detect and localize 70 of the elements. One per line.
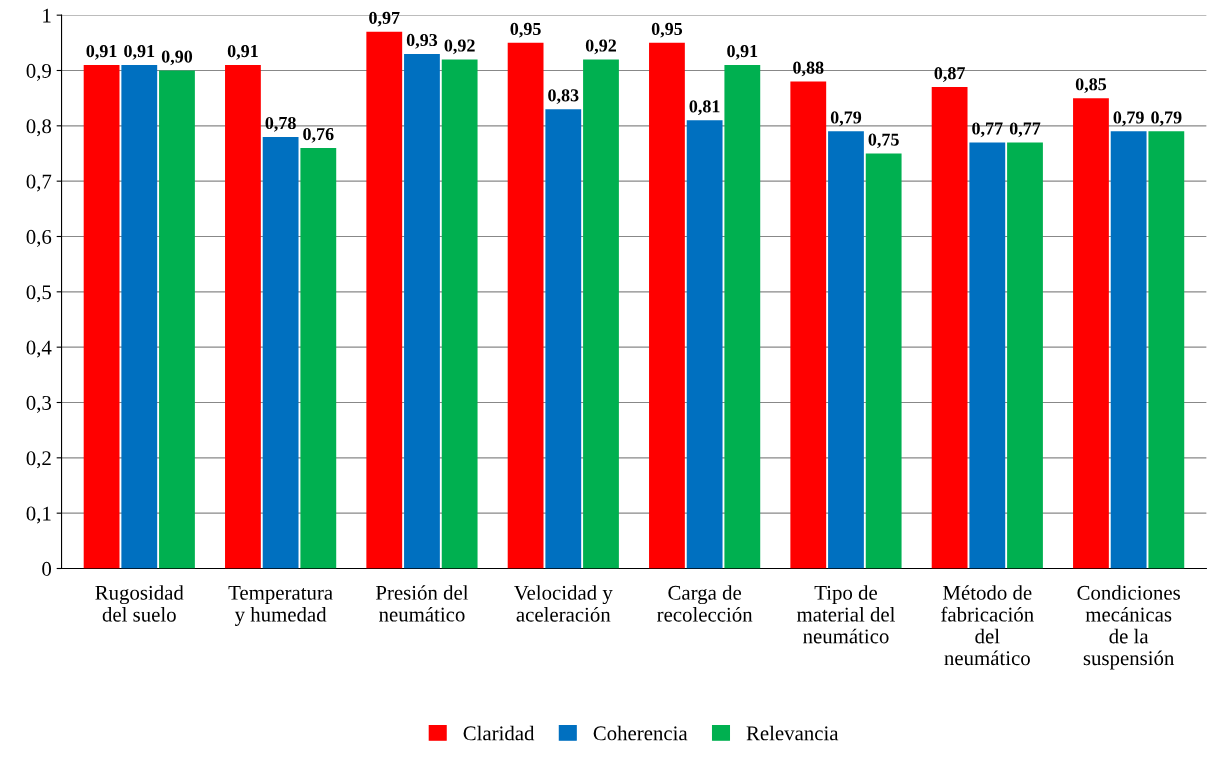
data-label: 0,88 <box>793 61 824 77</box>
bar <box>724 64 761 569</box>
data-label: 0,81 <box>689 100 720 116</box>
bar <box>1073 98 1109 569</box>
bar <box>1110 131 1147 569</box>
bar <box>969 142 1006 569</box>
bar <box>1148 131 1185 569</box>
bar <box>441 59 478 569</box>
legend-label: Coherencia <box>593 725 688 741</box>
data-label: 0,91 <box>86 44 117 60</box>
y-tick-label: 1 <box>43 8 51 23</box>
x-tick-label: Velocidad y aceleración <box>514 585 613 622</box>
bar <box>262 136 299 569</box>
y-tick-label: 0,4 <box>26 340 52 358</box>
bar <box>828 131 864 569</box>
x-tick-label: Condiciones mecánicas de la suspensión <box>1077 585 1180 670</box>
data-label: 0,78 <box>265 116 296 132</box>
bar <box>865 153 902 569</box>
data-label: 0,85 <box>1075 78 1107 93</box>
y-tick-label: 0,1 <box>26 506 51 524</box>
data-label: 0,92 <box>585 39 617 55</box>
data-label: 0,79 <box>1151 111 1182 127</box>
bar <box>545 109 582 569</box>
data-label: 0,97 <box>369 11 400 27</box>
bar <box>300 147 337 569</box>
data-label: 0,87 <box>934 67 965 82</box>
y-tick-label: 0,2 <box>26 451 51 469</box>
y-tick-label: 0,6 <box>26 229 52 247</box>
bar <box>404 53 440 569</box>
bar <box>790 81 827 569</box>
legend-label: Relevancia <box>746 725 839 741</box>
data-label: 0,79 <box>1113 111 1144 127</box>
bar <box>1007 142 1043 569</box>
bar <box>225 64 261 569</box>
bar <box>366 31 403 569</box>
data-label: 0,95 <box>510 22 541 38</box>
y-tick-label: 0 <box>42 561 52 576</box>
data-label: 0,92 <box>444 39 475 55</box>
bar <box>583 59 619 569</box>
y-tick-label: 0,5 <box>26 285 52 303</box>
data-label: 0,91 <box>727 44 758 60</box>
bar <box>83 64 120 569</box>
y-tick-label: 0,7 <box>26 174 52 192</box>
data-label: 0,76 <box>303 127 334 143</box>
bar <box>121 64 158 569</box>
data-label: 0,75 <box>868 133 899 149</box>
data-label: 0,77 <box>1009 122 1041 138</box>
bar <box>686 120 723 569</box>
bar <box>159 70 195 569</box>
data-label: 0,91 <box>227 44 258 60</box>
data-label: 0,83 <box>548 89 579 105</box>
data-label: 0,79 <box>830 111 862 127</box>
bar <box>507 42 544 569</box>
data-label: 0,90 <box>161 50 193 66</box>
y-tick-label: 0,9 <box>26 63 51 81</box>
x-tick-label: Tipo de material del neumático <box>796 585 896 644</box>
data-label: 0,93 <box>406 33 438 49</box>
legend-label: Claridad <box>463 725 535 741</box>
x-tick-label: Método de fabricación del neumático <box>941 585 1034 666</box>
x-tick-label: Rugosidad del suelo <box>95 585 184 622</box>
x-tick-label: Presión del neumático <box>375 585 469 622</box>
bar <box>931 87 968 569</box>
bar <box>649 42 685 569</box>
y-tick-label: 0,8 <box>26 119 52 137</box>
x-tick-label: Carga de recolección <box>657 585 753 622</box>
data-label: 0,95 <box>651 22 683 38</box>
y-tick-label: 0,3 <box>26 395 52 413</box>
data-label: 0,91 <box>124 44 155 60</box>
data-label: 0,77 <box>972 122 1003 138</box>
x-tick-label: Temperatura y humedad <box>228 585 333 626</box>
